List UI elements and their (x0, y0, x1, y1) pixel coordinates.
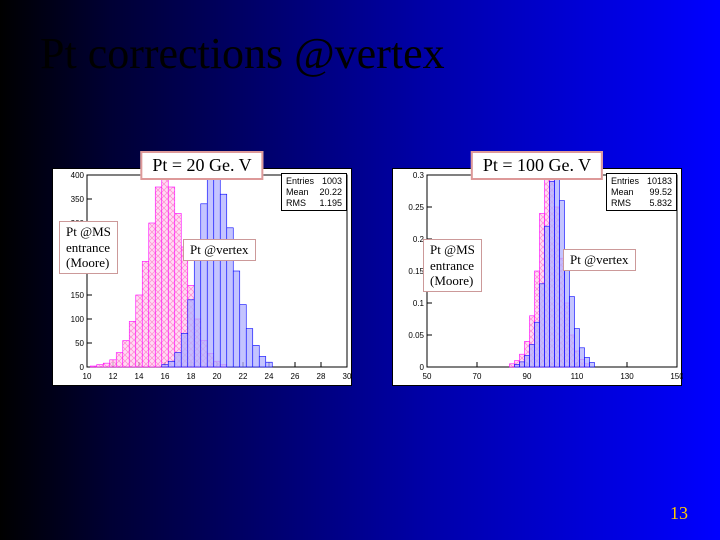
svg-text:0: 0 (420, 363, 425, 372)
svg-text:24: 24 (265, 372, 274, 381)
svg-text:28: 28 (317, 372, 326, 381)
annotation-label: Pt @MSentrance(Moore) (59, 221, 118, 274)
svg-text:150: 150 (670, 372, 683, 381)
stats-label: RMS (286, 198, 306, 209)
stats-value: 99.52 (649, 187, 672, 198)
svg-text:12: 12 (109, 372, 118, 381)
svg-text:20: 20 (213, 372, 222, 381)
svg-text:50: 50 (423, 372, 432, 381)
stats-box-left: Entries 1003 Mean 20.22 RMS 1.195 (281, 173, 347, 211)
annotation-label: Pt @vertex (183, 239, 256, 261)
svg-text:0: 0 (80, 363, 85, 372)
stats-box-right: Entries 10183 Mean 99.52 RMS 5.832 (606, 173, 677, 211)
stats-value: 10183 (647, 176, 672, 187)
svg-text:30: 30 (343, 372, 352, 381)
annotation-label: Pt @vertex (563, 249, 636, 271)
svg-text:350: 350 (71, 195, 85, 204)
svg-text:100: 100 (71, 315, 85, 324)
stats-label: Entries (611, 176, 639, 187)
svg-text:0.1: 0.1 (413, 299, 425, 308)
svg-text:14: 14 (135, 372, 144, 381)
chart-panel-right: Pt = 100 Ge. V 50709011013015000.050.10.… (392, 168, 682, 386)
svg-text:0.05: 0.05 (408, 331, 424, 340)
svg-text:0.25: 0.25 (408, 203, 424, 212)
stats-value: 5.832 (649, 198, 672, 209)
stats-label: RMS (611, 198, 631, 209)
slide-title: Pt corrections @vertex (40, 28, 445, 79)
svg-text:22: 22 (239, 372, 248, 381)
svg-text:90: 90 (523, 372, 532, 381)
page-number: 13 (670, 503, 688, 524)
svg-text:150: 150 (71, 291, 85, 300)
svg-text:110: 110 (571, 372, 584, 381)
stats-value: 1.195 (319, 198, 342, 209)
stats-value: 20.22 (319, 187, 342, 198)
svg-text:26: 26 (291, 372, 300, 381)
svg-text:10: 10 (83, 372, 92, 381)
svg-text:50: 50 (75, 339, 84, 348)
panel-title-left: Pt = 20 Ge. V (140, 151, 263, 180)
svg-text:400: 400 (71, 171, 85, 180)
stats-label: Mean (286, 187, 309, 198)
annotation-label: Pt @MSentrance(Moore) (423, 239, 482, 292)
stats-label: Mean (611, 187, 634, 198)
stats-value: 1003 (322, 176, 342, 187)
chart-panel-left: Pt = 20 Ge. V 10121416182022242628300501… (52, 168, 352, 386)
svg-text:18: 18 (187, 372, 196, 381)
svg-text:70: 70 (473, 372, 482, 381)
panel-title-right: Pt = 100 Ge. V (471, 151, 603, 180)
svg-text:16: 16 (161, 372, 170, 381)
stats-label: Entries (286, 176, 314, 187)
svg-text:0.3: 0.3 (413, 171, 425, 180)
svg-text:130: 130 (620, 372, 634, 381)
